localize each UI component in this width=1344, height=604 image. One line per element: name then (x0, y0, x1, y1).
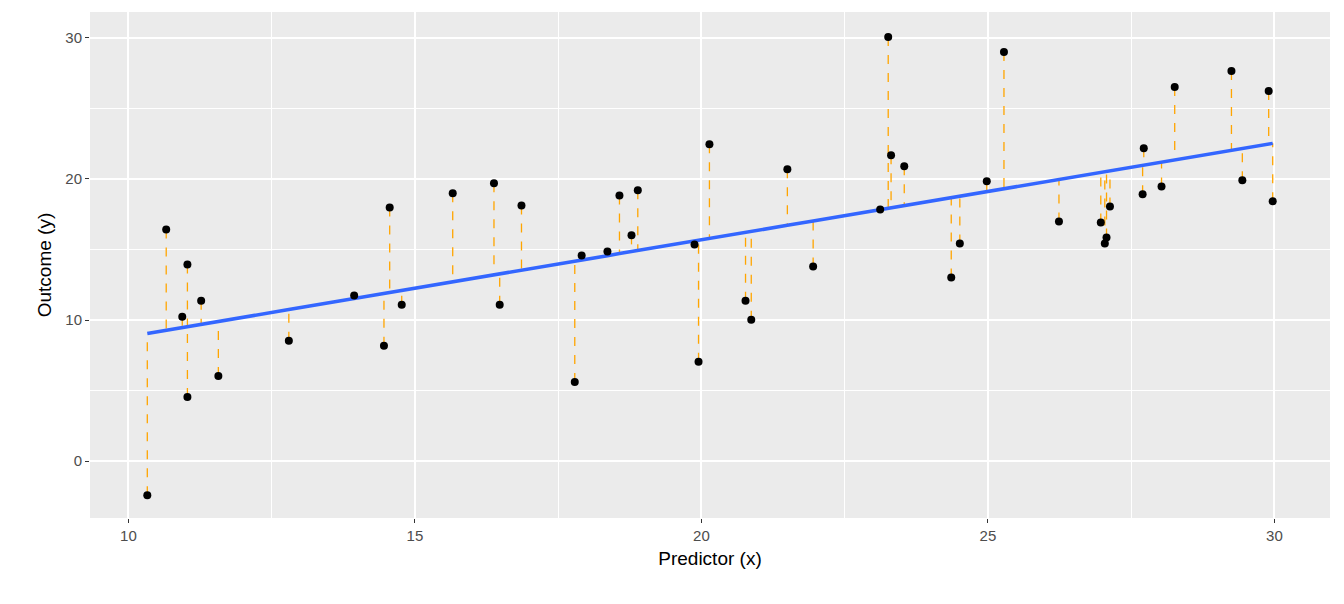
svg-text:Outcome (y): Outcome (y) (34, 213, 55, 318)
svg-text:20: 20 (693, 527, 710, 544)
svg-text:15: 15 (407, 527, 424, 544)
svg-text:30: 30 (65, 29, 82, 46)
svg-text:0: 0 (74, 452, 82, 469)
svg-text:25: 25 (980, 527, 997, 544)
svg-text:30: 30 (1266, 527, 1283, 544)
svg-text:10: 10 (120, 527, 137, 544)
svg-text:10: 10 (65, 311, 82, 328)
svg-text:20: 20 (65, 170, 82, 187)
svg-text:Predictor (x): Predictor (x) (658, 548, 761, 569)
